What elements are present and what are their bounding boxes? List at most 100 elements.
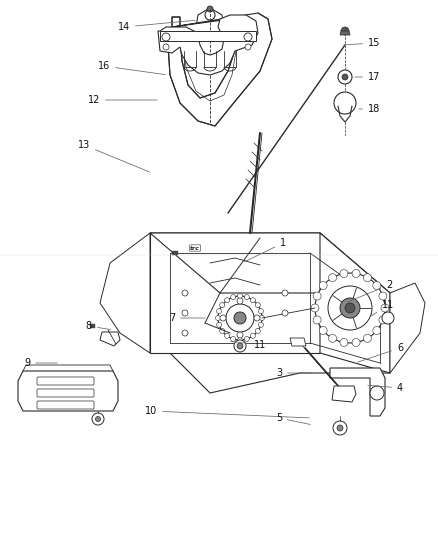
Circle shape bbox=[237, 343, 243, 349]
Circle shape bbox=[352, 338, 360, 346]
Circle shape bbox=[234, 312, 246, 324]
FancyBboxPatch shape bbox=[37, 401, 94, 409]
Circle shape bbox=[215, 316, 220, 320]
Polygon shape bbox=[100, 233, 150, 353]
Circle shape bbox=[311, 304, 319, 312]
Circle shape bbox=[182, 310, 188, 316]
Circle shape bbox=[237, 332, 243, 338]
Text: 17: 17 bbox=[355, 72, 380, 82]
Text: 9: 9 bbox=[24, 358, 57, 368]
Circle shape bbox=[340, 298, 360, 318]
Circle shape bbox=[379, 316, 387, 324]
Circle shape bbox=[244, 295, 249, 300]
Circle shape bbox=[328, 334, 336, 342]
Circle shape bbox=[328, 286, 372, 330]
Circle shape bbox=[216, 322, 222, 327]
Polygon shape bbox=[150, 233, 320, 353]
Text: 2: 2 bbox=[348, 280, 392, 302]
Circle shape bbox=[319, 281, 327, 289]
Circle shape bbox=[381, 304, 389, 312]
Polygon shape bbox=[168, 13, 272, 126]
Circle shape bbox=[282, 310, 288, 316]
Polygon shape bbox=[172, 251, 178, 255]
Text: 10: 10 bbox=[145, 406, 309, 418]
Text: 7: 7 bbox=[169, 313, 205, 323]
Polygon shape bbox=[90, 324, 95, 328]
Polygon shape bbox=[332, 386, 356, 402]
Circle shape bbox=[334, 92, 356, 114]
Circle shape bbox=[205, 10, 215, 20]
Circle shape bbox=[245, 44, 251, 50]
Circle shape bbox=[182, 290, 188, 296]
Polygon shape bbox=[100, 332, 120, 346]
Polygon shape bbox=[150, 233, 390, 393]
Text: 8: 8 bbox=[86, 321, 110, 331]
Circle shape bbox=[342, 74, 348, 80]
Text: 15: 15 bbox=[344, 38, 380, 48]
Polygon shape bbox=[150, 233, 390, 293]
Circle shape bbox=[373, 327, 381, 335]
Circle shape bbox=[207, 6, 213, 12]
Polygon shape bbox=[390, 283, 425, 373]
Circle shape bbox=[333, 421, 347, 435]
Circle shape bbox=[340, 338, 348, 346]
Circle shape bbox=[244, 336, 249, 342]
Text: trc: trc bbox=[190, 246, 200, 251]
Circle shape bbox=[225, 333, 230, 338]
Circle shape bbox=[173, 42, 179, 48]
Circle shape bbox=[244, 33, 252, 41]
Circle shape bbox=[255, 328, 260, 334]
Circle shape bbox=[251, 333, 255, 338]
Circle shape bbox=[251, 298, 255, 303]
Circle shape bbox=[340, 270, 348, 278]
FancyBboxPatch shape bbox=[37, 389, 94, 397]
Circle shape bbox=[328, 273, 336, 281]
Circle shape bbox=[254, 315, 260, 321]
Circle shape bbox=[220, 328, 225, 334]
Text: 11: 11 bbox=[231, 340, 266, 350]
Circle shape bbox=[313, 316, 321, 324]
Text: 16: 16 bbox=[98, 61, 165, 75]
Circle shape bbox=[345, 303, 355, 313]
Circle shape bbox=[216, 309, 222, 314]
Text: 12: 12 bbox=[88, 95, 157, 105]
Circle shape bbox=[364, 334, 371, 342]
Circle shape bbox=[319, 327, 327, 335]
Text: 14: 14 bbox=[118, 20, 195, 32]
Circle shape bbox=[225, 298, 230, 303]
Text: 6: 6 bbox=[358, 343, 403, 362]
Circle shape bbox=[92, 413, 104, 425]
Circle shape bbox=[220, 303, 225, 308]
Polygon shape bbox=[290, 338, 306, 346]
Polygon shape bbox=[18, 371, 118, 411]
Text: 1: 1 bbox=[244, 238, 286, 262]
Circle shape bbox=[162, 33, 170, 41]
Circle shape bbox=[237, 298, 243, 304]
FancyBboxPatch shape bbox=[37, 377, 94, 385]
Circle shape bbox=[258, 322, 263, 327]
Circle shape bbox=[370, 386, 384, 400]
Text: 3: 3 bbox=[276, 368, 312, 378]
Text: 13: 13 bbox=[78, 140, 149, 172]
Polygon shape bbox=[320, 233, 390, 373]
Circle shape bbox=[234, 340, 246, 352]
Circle shape bbox=[258, 309, 263, 314]
Circle shape bbox=[373, 281, 381, 289]
Circle shape bbox=[164, 37, 172, 45]
Text: 4: 4 bbox=[368, 383, 403, 393]
Circle shape bbox=[231, 295, 236, 300]
Circle shape bbox=[226, 304, 254, 332]
Circle shape bbox=[163, 44, 169, 50]
Circle shape bbox=[231, 336, 236, 342]
Circle shape bbox=[182, 330, 188, 336]
Text: 18: 18 bbox=[359, 104, 380, 114]
Polygon shape bbox=[340, 31, 350, 35]
Circle shape bbox=[259, 316, 265, 320]
Circle shape bbox=[337, 425, 343, 431]
Circle shape bbox=[237, 294, 243, 298]
Polygon shape bbox=[196, 9, 224, 27]
Text: 11: 11 bbox=[371, 300, 394, 317]
Circle shape bbox=[338, 70, 352, 84]
Circle shape bbox=[95, 416, 100, 422]
Circle shape bbox=[313, 292, 321, 300]
